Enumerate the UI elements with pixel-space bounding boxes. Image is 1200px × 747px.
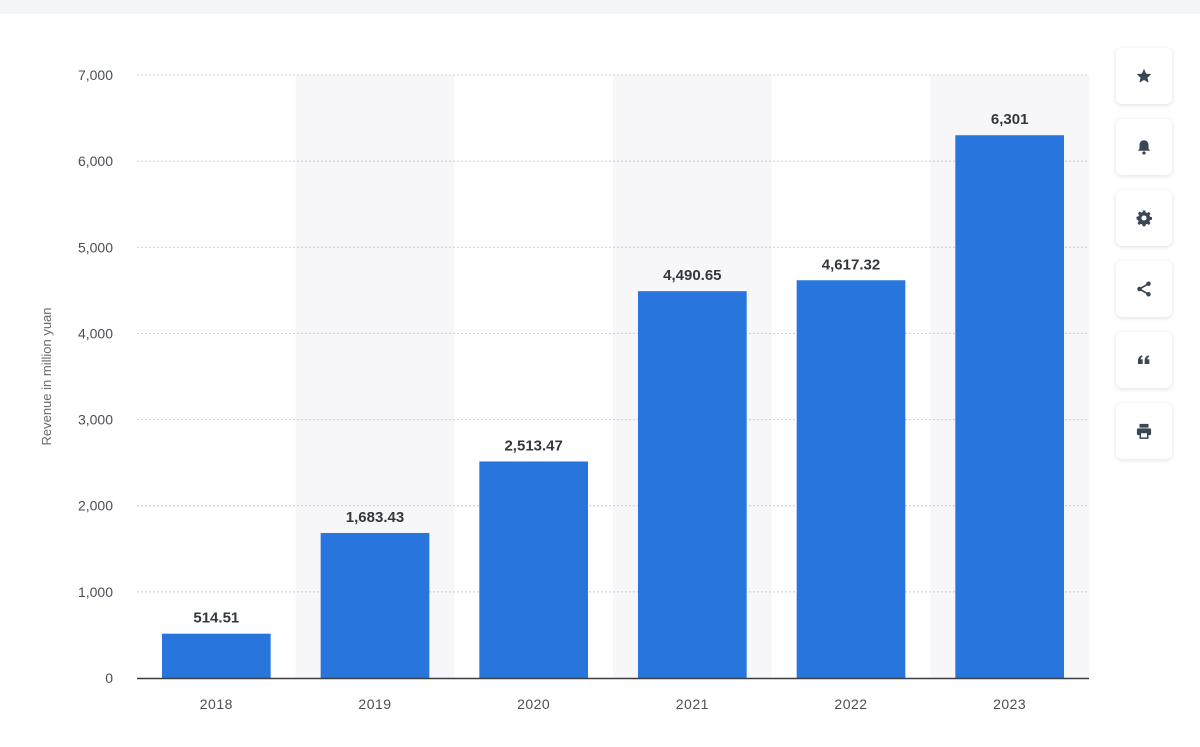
settings-button[interactable]: [1116, 190, 1172, 246]
share-icon: [1137, 281, 1151, 297]
y-axis-ticks: 0 1,000 2,000 3,000 4,000 5,000 6,000 7,000: [78, 67, 113, 686]
bar-2020[interactable]: [479, 461, 589, 678]
y-tick-label: 3,000: [78, 412, 113, 428]
y-tick-label: 4,000: [78, 325, 113, 341]
share-button[interactable]: [1116, 261, 1172, 317]
bars: [161, 135, 1065, 678]
y-tick-label: 7,000: [78, 67, 113, 83]
bar-value-label: 514.51: [193, 610, 239, 627]
bar-value-label: 6,301: [991, 111, 1029, 128]
bell-icon: [1138, 140, 1150, 155]
favorite-button[interactable]: [1116, 48, 1172, 104]
x-axis-labels: 2018 2019 2020 2021 2022 2023: [200, 696, 1026, 712]
bar-value-label: 2,513.47: [504, 437, 562, 454]
notification-button[interactable]: [1116, 119, 1172, 175]
bar-value-label: 4,490.65: [663, 267, 721, 284]
star-icon: [1136, 68, 1152, 83]
gear-icon: [1136, 210, 1152, 227]
bar-chart: 0 1,000 2,000 3,000 4,000 5,000 6,000 7,000 514…: [39, 67, 1089, 712]
x-tick-label: 2020: [517, 696, 550, 712]
y-tick-label: 2,000: [78, 498, 113, 514]
x-tick-label: 2022: [834, 696, 867, 712]
bar-2019[interactable]: [320, 532, 430, 678]
y-tick-label: 6,000: [78, 153, 113, 169]
print-icon: [1136, 423, 1152, 439]
x-tick-label: 2021: [676, 696, 709, 712]
chart-card: 0 1,000 2,000 3,000 4,000 5,000 6,000 7,000 514…: [0, 14, 1200, 747]
gridlines: [137, 74, 1089, 593]
bar-value-label: 1,683.43: [346, 509, 404, 526]
chart-toolbar: [1116, 48, 1172, 474]
bar-2021[interactable]: [637, 291, 747, 678]
print-button[interactable]: [1116, 403, 1172, 459]
x-tick-label: 2023: [993, 696, 1026, 712]
quote-icon: [1138, 355, 1150, 364]
y-tick-label: 0: [105, 670, 113, 686]
x-tick-label: 2019: [358, 696, 391, 712]
bar-2022[interactable]: [796, 280, 906, 678]
y-tick-label: 1,000: [78, 584, 113, 600]
y-tick-label: 5,000: [78, 239, 113, 255]
bar-2018[interactable]: [161, 633, 271, 678]
y-axis-title: Revenue in million yuan: [39, 307, 54, 445]
bar-value-label: 4,617.32: [822, 256, 880, 273]
cite-button[interactable]: [1116, 332, 1172, 388]
x-tick-label: 2018: [200, 696, 233, 712]
bar-labels: 514.51 1,683.43 2,513.47 4,490.65 4,617.32 6,…: [193, 111, 1028, 626]
bar-2023[interactable]: [955, 135, 1065, 678]
